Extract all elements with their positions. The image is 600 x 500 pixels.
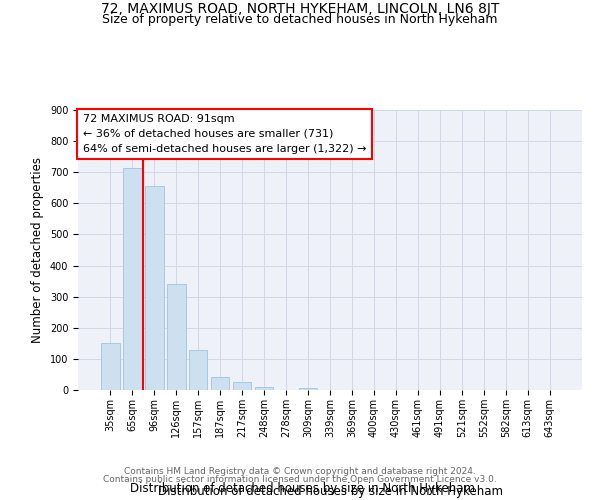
Text: Contains HM Land Registry data © Crown copyright and database right 2024.: Contains HM Land Registry data © Crown c… — [124, 467, 476, 476]
Text: Contains public sector information licensed under the Open Government Licence v3: Contains public sector information licen… — [103, 475, 497, 484]
Bar — [255, 387, 274, 390]
Text: Distribution of detached houses by size in North Hykeham: Distribution of detached houses by size … — [130, 482, 475, 495]
Bar — [299, 388, 317, 390]
Bar — [211, 377, 229, 390]
Bar — [167, 284, 185, 390]
Text: 72, MAXIMUS ROAD, NORTH HYKEHAM, LINCOLN, LN6 8JT: 72, MAXIMUS ROAD, NORTH HYKEHAM, LINCOLN… — [101, 2, 499, 16]
Bar — [101, 344, 119, 390]
Text: Size of property relative to detached houses in North Hykeham: Size of property relative to detached ho… — [102, 13, 498, 26]
Text: 72 MAXIMUS ROAD: 91sqm
← 36% of detached houses are smaller (731)
64% of semi-de: 72 MAXIMUS ROAD: 91sqm ← 36% of detached… — [83, 114, 367, 154]
Bar — [233, 382, 251, 390]
Bar — [123, 168, 142, 390]
Bar — [145, 186, 164, 390]
Y-axis label: Number of detached properties: Number of detached properties — [31, 157, 44, 343]
Text: Distribution of detached houses by size in North Hykeham: Distribution of detached houses by size … — [157, 484, 503, 498]
Bar — [189, 350, 208, 390]
